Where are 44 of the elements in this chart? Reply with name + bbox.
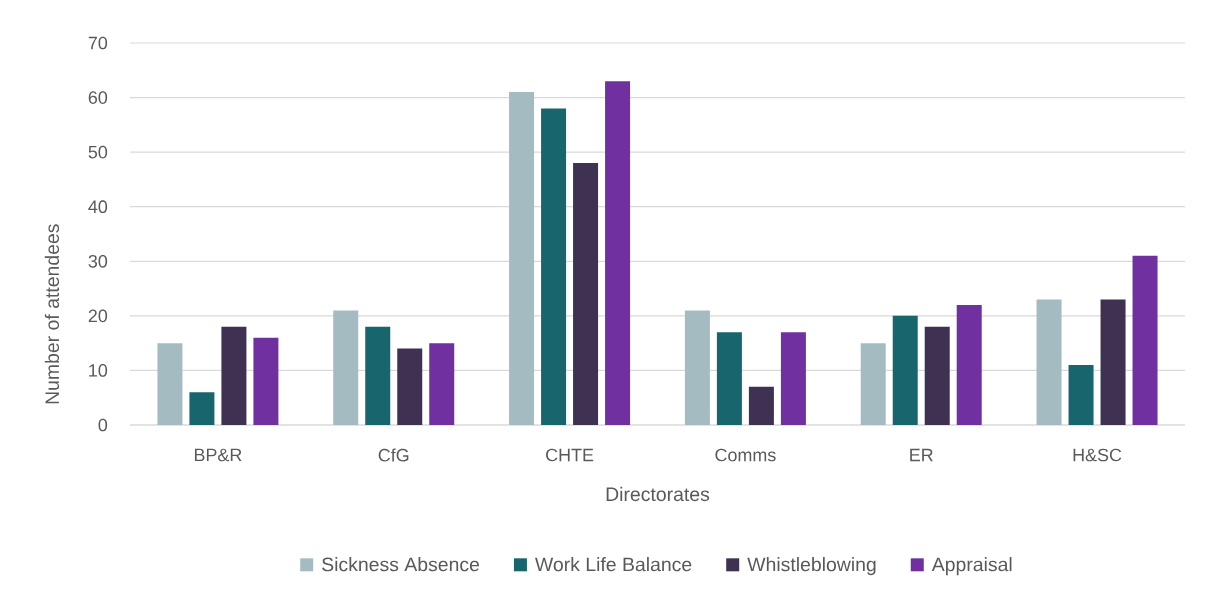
bar [684,310,710,425]
legend-label: Sickness Absence [322,557,480,572]
y-tick-label: 70 [88,36,108,50]
x-tick-label: CfG [378,448,409,462]
y-tick-label: 20 [88,309,108,323]
legend-label: Work Life Balance [535,557,692,572]
y-tick-label: 60 [88,91,108,104]
x-tick-label: ER [910,448,933,462]
x-tick-label: H&SC [1073,448,1122,462]
bar [253,337,279,425]
bar [1100,299,1126,425]
legend-label: Whistleblowing [747,557,876,576]
bar [333,310,359,425]
legend-label: Appraisal [931,557,1012,576]
bar [189,392,215,425]
bar [1068,364,1094,425]
bar [956,304,982,425]
bar [221,326,247,425]
bar [1132,255,1158,425]
x-tick-label: Comms [715,448,776,462]
y-tick-label: 10 [89,364,108,377]
bar [397,348,423,425]
x-tick-label: CHTE [546,448,594,462]
bar [1036,299,1062,425]
bar [573,163,599,425]
bar [605,81,631,425]
bar [429,343,455,425]
bar [892,315,918,425]
bar [860,343,886,425]
bar [509,92,535,425]
bar [780,332,806,425]
y-tick-label: 40 [88,200,108,214]
bar [541,108,567,425]
y-axis-title: Number of attendees [44,224,60,404]
bar [716,332,742,425]
bar [365,326,391,425]
y-tick-label: 50 [88,145,108,159]
bar [924,326,950,425]
x-axis-title: Directorates [606,486,710,502]
y-tick-label: 0 [98,418,108,432]
x-tick-label: BP&R [194,448,242,462]
bar [748,386,774,425]
bar [157,343,183,425]
y-tick-label: 30 [88,254,108,268]
